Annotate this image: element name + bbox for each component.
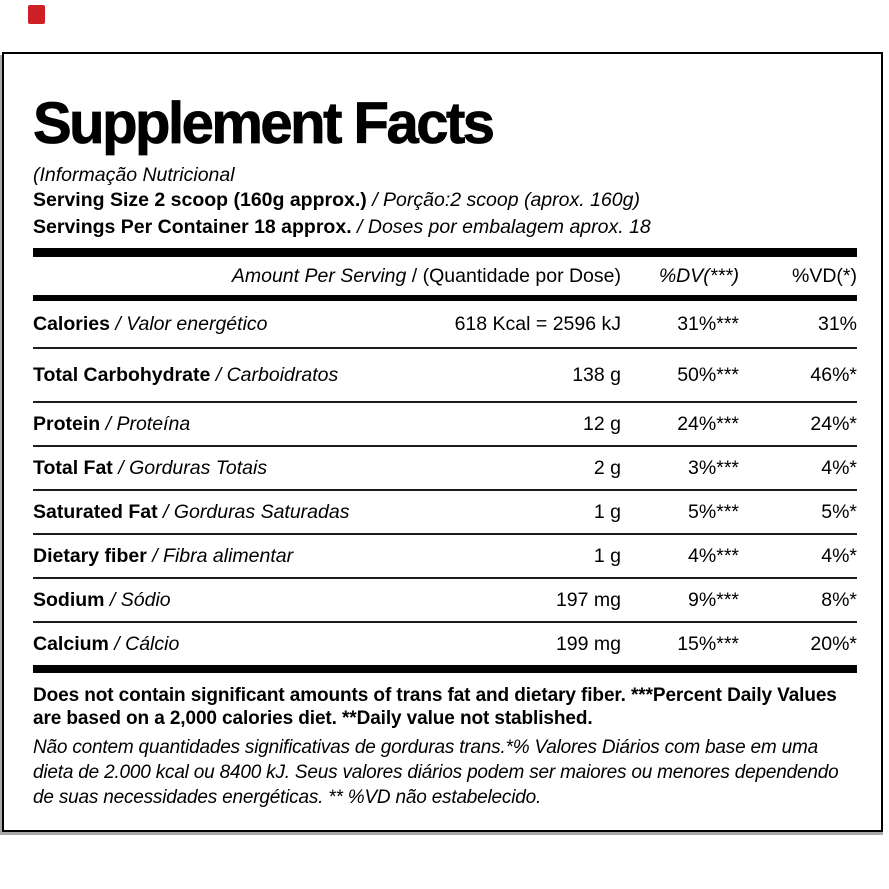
amount-value: 199 mg bbox=[555, 632, 621, 655]
dv-value: 5%*** bbox=[688, 500, 739, 523]
vd-value: 46%* bbox=[810, 363, 857, 386]
supplement-facts-panel: Supplement Facts (Informação Nutricional… bbox=[2, 52, 883, 832]
dv-value: 9%*** bbox=[688, 588, 739, 611]
dv-value: 31%*** bbox=[677, 312, 739, 335]
table-header: Amount Per Serving / (Quantidade por Dos… bbox=[33, 257, 857, 295]
dv-value: 3%*** bbox=[688, 456, 739, 479]
servings-count-pt: / Doses por embalagem aprox. 18 bbox=[357, 216, 651, 238]
divider-header bbox=[33, 295, 857, 301]
page-title: Supplement Facts bbox=[33, 91, 496, 156]
amount-value: 2 g bbox=[593, 456, 621, 479]
dv-value: 50%*** bbox=[677, 363, 739, 386]
vd-value: 31% bbox=[817, 312, 857, 335]
amount-value: 138 g bbox=[572, 363, 621, 386]
header-dv: %DV(***) bbox=[658, 265, 739, 287]
vd-value: 4%* bbox=[821, 456, 857, 479]
amount-value: 1 g bbox=[593, 500, 621, 523]
divider-thick-top bbox=[33, 248, 857, 257]
red-marker-icon bbox=[28, 5, 45, 24]
vd-value: 5%* bbox=[821, 500, 857, 523]
header-amount-per-serving: Amount Per Serving / (Quantidade por Dos… bbox=[231, 265, 621, 287]
table-row-sodium: Sodium / Sódio 197 mg 9%*** 8%* bbox=[33, 579, 857, 623]
footnote-english: Does not contain significant amounts of … bbox=[33, 685, 837, 729]
table-row-dietary-fiber: Dietary fiber / Fibra alimentar 1 g 4%**… bbox=[33, 535, 857, 579]
dv-value: 24%*** bbox=[677, 412, 739, 435]
table-row-total-fat: Total Fat / Gorduras Totais 2 g 3%*** 4%… bbox=[33, 447, 857, 491]
amount-value: 618 Kcal = 2596 kJ bbox=[454, 312, 621, 335]
serving-size-en: Serving Size 2 scoop (160g approx.) bbox=[33, 189, 367, 211]
subtitle-pt: (Informação Nutricional bbox=[33, 164, 235, 186]
servings-count-en: Servings Per Container 18 approx. bbox=[33, 216, 352, 238]
table-row-calories: Calories / Valor energético 618 Kcal = 2… bbox=[33, 301, 857, 349]
serving-size-pt: / Porção:2 scoop (aprox. 160g) bbox=[372, 189, 640, 211]
header-vd: %VD(*) bbox=[791, 265, 857, 287]
amount-value: 197 mg bbox=[555, 588, 621, 611]
vd-value: 20%* bbox=[810, 632, 857, 655]
vd-value: 4%* bbox=[821, 544, 857, 567]
dv-value: 4%*** bbox=[688, 544, 739, 567]
vd-value: 24%* bbox=[810, 412, 857, 435]
table-row-protein: Protein / Proteína 12 g 24%*** 24%* bbox=[33, 403, 857, 447]
amount-value: 12 g bbox=[583, 412, 621, 435]
amount-value: 1 g bbox=[593, 544, 621, 567]
servings-per-container-line: Servings Per Container 18 approx. / Dose… bbox=[33, 214, 857, 241]
table-row-saturated-fat: Saturated Fat / Gorduras Saturadas 1 g 5… bbox=[33, 491, 857, 535]
table-row-carbohydrate: Total Carbohydrate / Carboidratos 138 g … bbox=[33, 349, 857, 403]
vd-value: 8%* bbox=[821, 588, 857, 611]
dv-value: 15%*** bbox=[677, 632, 739, 655]
divider-thick-bottom bbox=[33, 665, 857, 673]
footnote-portuguese: Não contem quantidades significativas de… bbox=[33, 737, 839, 808]
table-row-calcium: Calcium / Cálcio 199 mg 15%*** 20%* bbox=[33, 632, 857, 655]
serving-size-line: Serving Size 2 scoop (160g approx.) / Po… bbox=[33, 187, 857, 214]
